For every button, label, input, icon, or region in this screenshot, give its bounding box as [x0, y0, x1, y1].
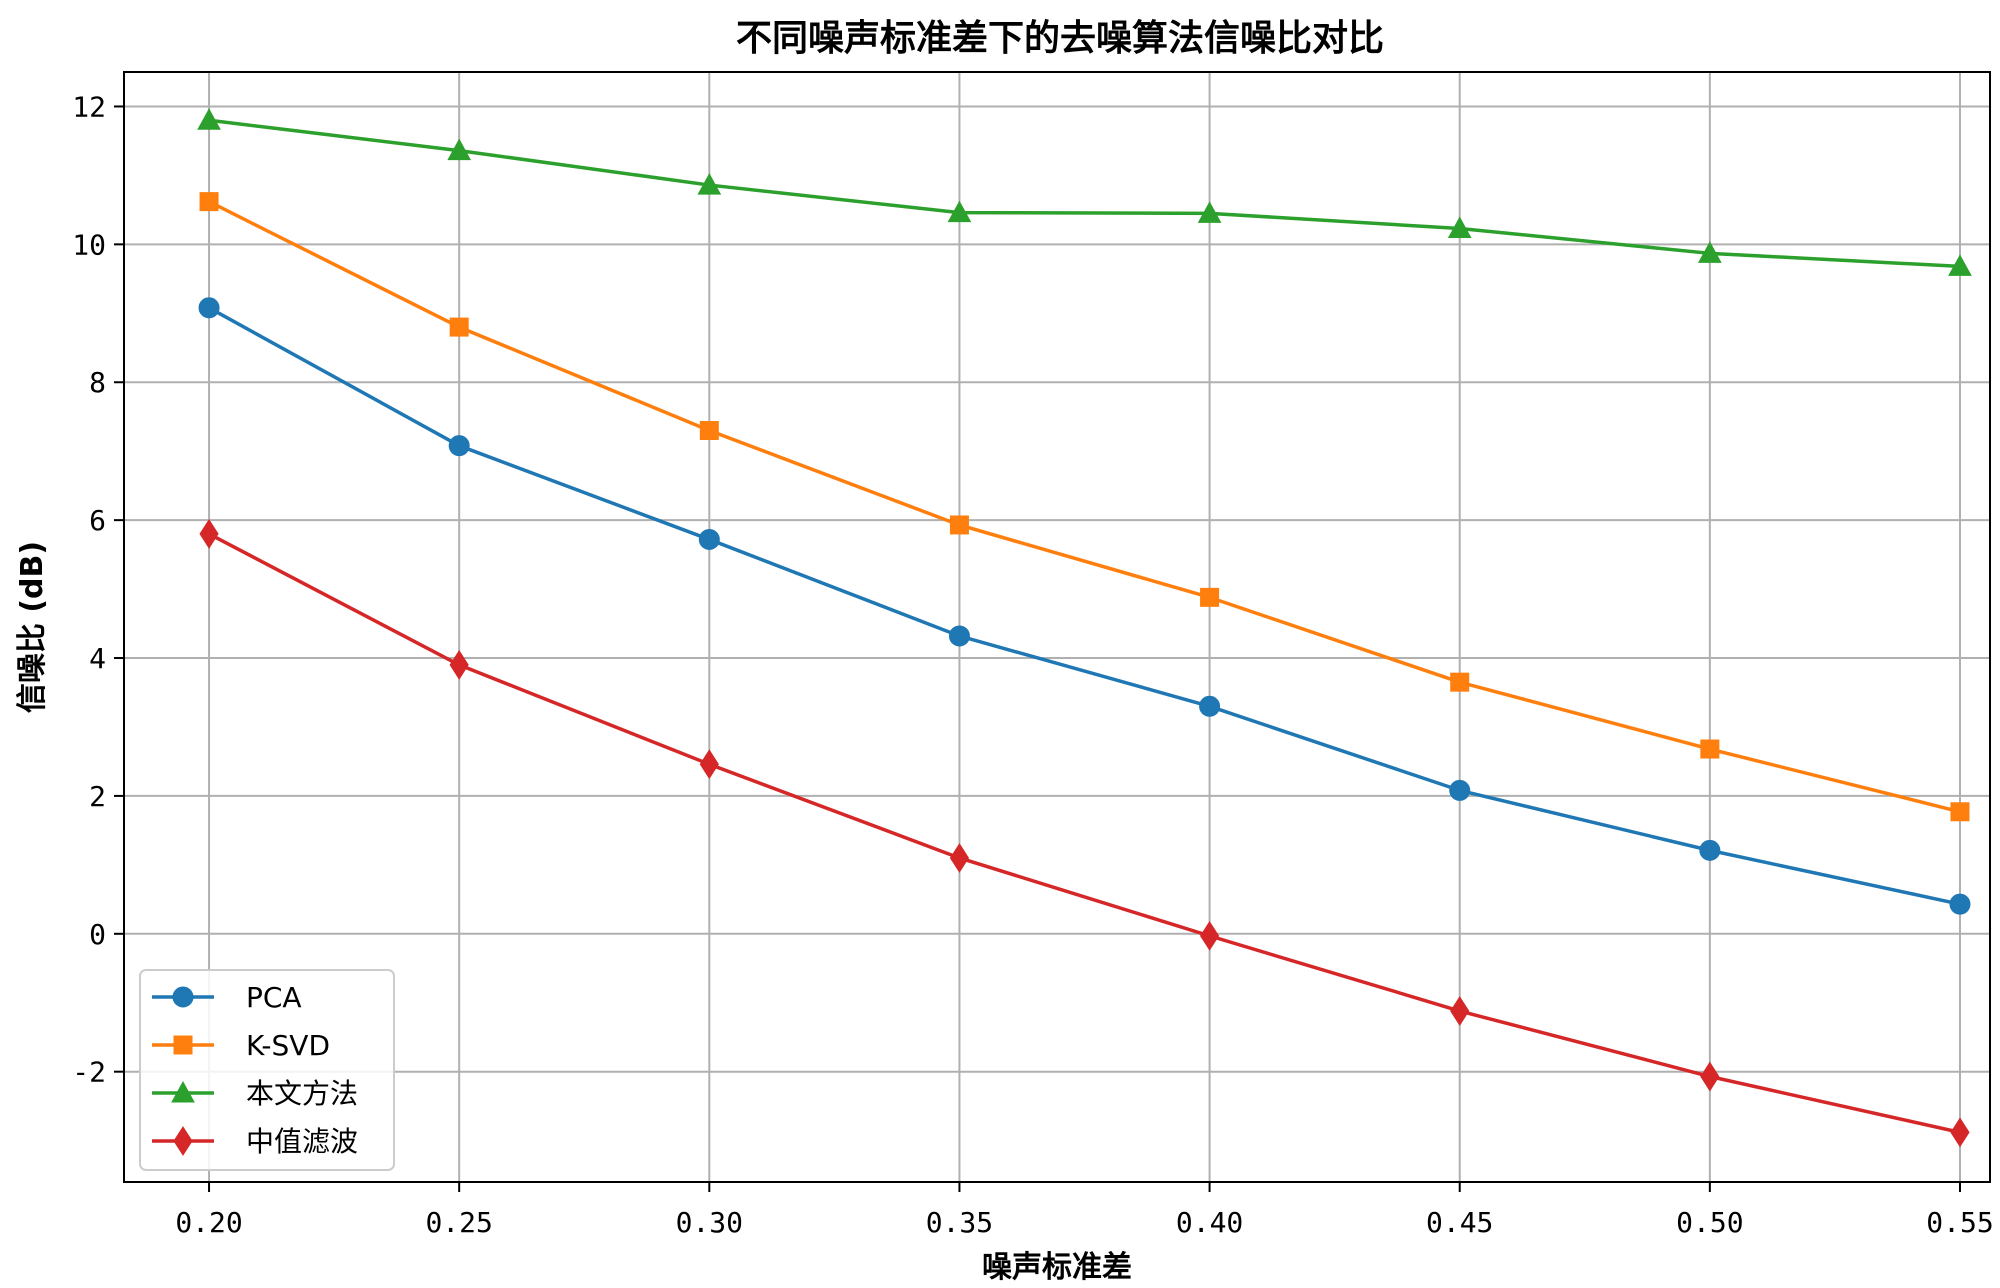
legend-label: 本文方法	[246, 1077, 358, 1110]
data-point	[198, 297, 220, 319]
y-tick-label: 10	[72, 228, 106, 261]
data-point	[1950, 802, 1970, 822]
x-tick-label: 0.40	[1176, 1206, 1243, 1239]
data-point	[1700, 739, 1720, 759]
data-point	[1698, 241, 1722, 263]
series-line	[208, 200, 1961, 814]
x-tick-label: 0.20	[175, 1206, 242, 1239]
legend-marker	[173, 1035, 193, 1055]
data-point	[697, 173, 722, 195]
y-tick-label: 8	[89, 366, 106, 399]
y-tick-label: 0	[89, 918, 106, 951]
data-point	[947, 200, 972, 223]
legend-entry: 本文方法	[152, 1077, 358, 1110]
ticks: 0.20 0.25 0.30 0.35 0.40 0.45 0.50 0.55 -2 0 2 4 6 8 1…	[72, 90, 1993, 1239]
data-point	[199, 519, 219, 549]
x-tick-label: 0.25	[425, 1206, 492, 1239]
data-point	[949, 515, 969, 535]
series-1	[198, 297, 1971, 915]
data-point	[1197, 201, 1222, 223]
legend-entry: 中值滤波	[152, 1125, 358, 1158]
legend-marker	[171, 1080, 195, 1103]
series-line	[208, 306, 1961, 906]
data-point	[449, 649, 469, 680]
series-2	[199, 192, 1970, 822]
data-point	[1450, 672, 1470, 692]
data-point	[1200, 587, 1220, 607]
legend-marker	[173, 1126, 193, 1156]
series-line	[208, 532, 1961, 1135]
x-tick-label: 0.45	[1426, 1206, 1493, 1239]
data-point	[1948, 254, 1972, 276]
y-tick-label: 2	[89, 780, 106, 813]
data-point	[949, 843, 970, 873]
data-point	[447, 138, 472, 161]
data-point	[449, 317, 469, 337]
x-axis-label: 噪声标准差	[982, 1250, 1132, 1285]
data-point	[199, 192, 219, 212]
data-point	[699, 749, 719, 780]
data-point	[1699, 839, 1721, 861]
data-point	[948, 625, 970, 647]
data-point	[448, 435, 470, 457]
data-point	[1450, 996, 1470, 1026]
legend-entry: K-SVD	[152, 1029, 330, 1062]
x-tick-label: 0.35	[926, 1206, 993, 1239]
data-point	[197, 108, 221, 130]
y-tick-label: 12	[72, 90, 106, 123]
legend-entry: PCA	[152, 981, 302, 1014]
data-point	[1447, 216, 1472, 239]
y-tick-label: 4	[89, 642, 106, 675]
legend-label: 中值滤波	[246, 1125, 358, 1158]
x-tick-label: 0.30	[676, 1206, 743, 1239]
x-tick-label: 0.50	[1676, 1206, 1743, 1239]
legend-marker	[172, 986, 194, 1008]
data-point	[1700, 1061, 1720, 1092]
data-point	[1949, 893, 1971, 915]
y-tick-label: -2	[72, 1056, 106, 1089]
grid	[124, 72, 1990, 1182]
legend-box	[139, 969, 395, 1171]
series-4	[199, 519, 1970, 1148]
data-point	[698, 528, 720, 550]
series-3	[197, 108, 1972, 276]
series-line	[208, 118, 1961, 269]
legend-label: PCA	[246, 981, 302, 1014]
data-point	[699, 421, 719, 441]
x-tick-label: 0.55	[1926, 1206, 1993, 1239]
legend-label: K-SVD	[246, 1029, 330, 1062]
data-point	[1449, 779, 1471, 801]
data-point	[1199, 920, 1220, 951]
data-point	[1199, 695, 1221, 717]
plot-frame	[123, 71, 1991, 1183]
chart-title: 不同噪声标准差下的去噪算法信噪比对比	[736, 18, 1384, 59]
series-layer	[197, 108, 1972, 1148]
y-tick-label: 6	[89, 504, 106, 537]
y-axis-label: 信噪比 (dB)	[15, 541, 50, 713]
data-point	[1950, 1117, 1970, 1148]
